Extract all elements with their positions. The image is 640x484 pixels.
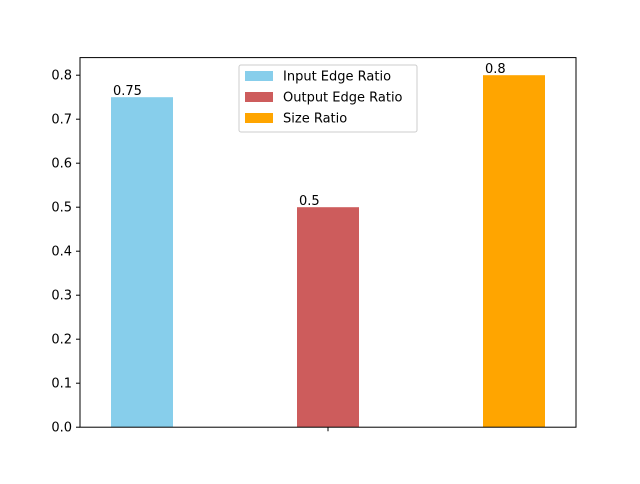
bar-input-edge-ratio <box>111 97 173 428</box>
bar-value-label: 0.75 <box>113 84 142 99</box>
bar-value-label: 0.5 <box>299 194 320 209</box>
bar-size-ratio <box>483 75 545 428</box>
y-axis: 0.0 0.1 0.2 0.3 0.4 0.5 0.6 0.7 0.8 <box>51 69 80 436</box>
bar-output-edge-ratio <box>297 207 359 428</box>
bar-labels-group: 0.75 0.5 0.8 <box>113 62 506 209</box>
y-tick-label: 0.6 <box>51 157 72 172</box>
legend-label: Size Ratio <box>283 112 347 127</box>
bar-value-label: 0.8 <box>485 62 506 77</box>
legend: Input Edge Ratio Output Edge Ratio Size Ra… <box>238 64 418 133</box>
legend-swatch <box>245 113 273 123</box>
y-tick-label: 0.2 <box>51 333 72 348</box>
legend-label: Output Edge Ratio <box>283 91 403 106</box>
y-tick-label: 0.0 <box>51 421 72 436</box>
y-tick-label: 0.3 <box>51 289 72 304</box>
y-tick-label: 0.7 <box>51 113 72 128</box>
y-tick-label: 0.8 <box>51 69 72 84</box>
y-tick-label: 0.5 <box>51 201 72 216</box>
legend-label: Input Edge Ratio <box>283 70 391 85</box>
y-tick-label: 0.4 <box>51 245 72 260</box>
legend-swatch <box>245 92 273 102</box>
bars-group <box>111 75 545 428</box>
y-tick-label: 0.1 <box>51 377 72 392</box>
plot-frame <box>79 57 577 428</box>
legend-swatch <box>245 71 273 81</box>
legend-box <box>238 64 418 133</box>
